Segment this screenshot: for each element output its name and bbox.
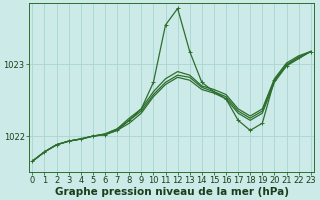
X-axis label: Graphe pression niveau de la mer (hPa): Graphe pression niveau de la mer (hPa) [55, 187, 289, 197]
